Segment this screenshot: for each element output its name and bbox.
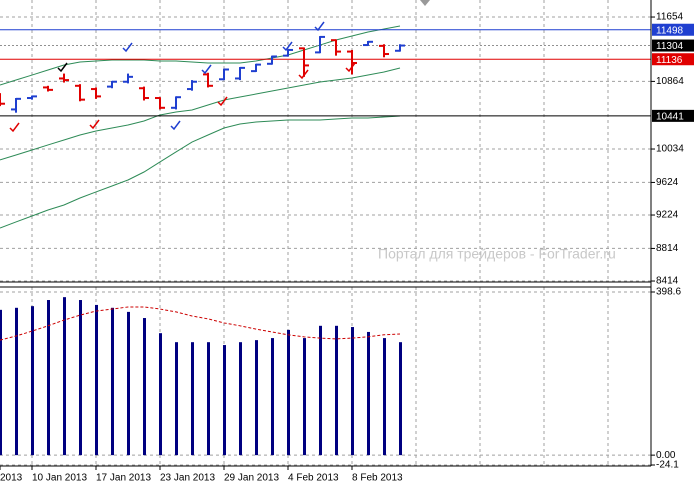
volume-bar [0, 309, 2, 456]
average-line [0, 306, 401, 341]
volume-bar [63, 297, 66, 456]
volume-bar [143, 318, 146, 456]
volume-bar [255, 340, 258, 456]
volume-bar [271, 338, 274, 456]
volume-bar [367, 331, 370, 456]
volume-bar [15, 307, 18, 456]
volume-bar [303, 338, 306, 456]
y-tick-label: 0.00 [656, 450, 676, 461]
volume-bar [287, 329, 290, 456]
volume-bar [399, 342, 402, 456]
volume-bar [95, 304, 98, 456]
volume-bar [383, 338, 386, 456]
y-tick-label: 8814 [656, 243, 679, 254]
axes: 11654 10864 10034 9624 9224 8814 8414 11498 1130… [0, 12, 694, 484]
volume-bar [175, 342, 178, 456]
volume-bar [207, 342, 210, 456]
volume-bar [31, 306, 34, 456]
x-tick-label: 8 Feb 2013 [352, 473, 403, 484]
x-tick-label: 29 Jan 2013 [224, 473, 279, 484]
grid [0, 0, 651, 466]
level-box [652, 53, 694, 66]
x-tick-label: 10 Jan 2013 [32, 473, 87, 484]
level-label: 10441 [656, 112, 684, 123]
y-tick-label: 398.6 [656, 287, 681, 298]
y-tick-label: 10034 [656, 144, 684, 155]
level-box [652, 39, 694, 52]
level-box [652, 109, 694, 122]
volume-bar [319, 325, 322, 456]
scroll-marker [420, 0, 430, 6]
volume-bar [191, 342, 194, 456]
volume-bar [351, 327, 354, 456]
x-tick-label: 4 Feb 2013 [288, 473, 339, 484]
y-tick-label: 11654 [656, 12, 684, 23]
y-tick-label: 9624 [656, 177, 679, 188]
watermark: Портал для трейдеров - ForTrader.ru [378, 246, 616, 262]
level-box [652, 23, 694, 36]
x-tick-label: 17 Jan 2013 [96, 473, 151, 484]
x-tick-label: 23 Jan 2013 [160, 473, 215, 484]
volume-bar [239, 342, 242, 456]
volume-bar [47, 300, 50, 456]
volume-bar [79, 300, 82, 456]
band-line [0, 115, 401, 229]
volume-bar [335, 325, 338, 456]
y-tick-label: 9224 [656, 210, 679, 221]
volume-bar [159, 333, 162, 456]
signal-marks [9, 21, 356, 133]
volume-bar [111, 307, 114, 456]
y-tick-label: -24.1 [656, 460, 679, 471]
volume-bar [223, 345, 226, 456]
volume-bar [127, 311, 130, 456]
y-tick-label: 8414 [656, 276, 679, 287]
level-label: 11136 [656, 55, 683, 66]
x-tick-label: 2013 [0, 473, 23, 484]
level-label: 11304 [656, 41, 684, 52]
y-tick-label: 10864 [656, 76, 684, 87]
band-line [0, 67, 401, 161]
level-label: 11498 [656, 25, 684, 36]
